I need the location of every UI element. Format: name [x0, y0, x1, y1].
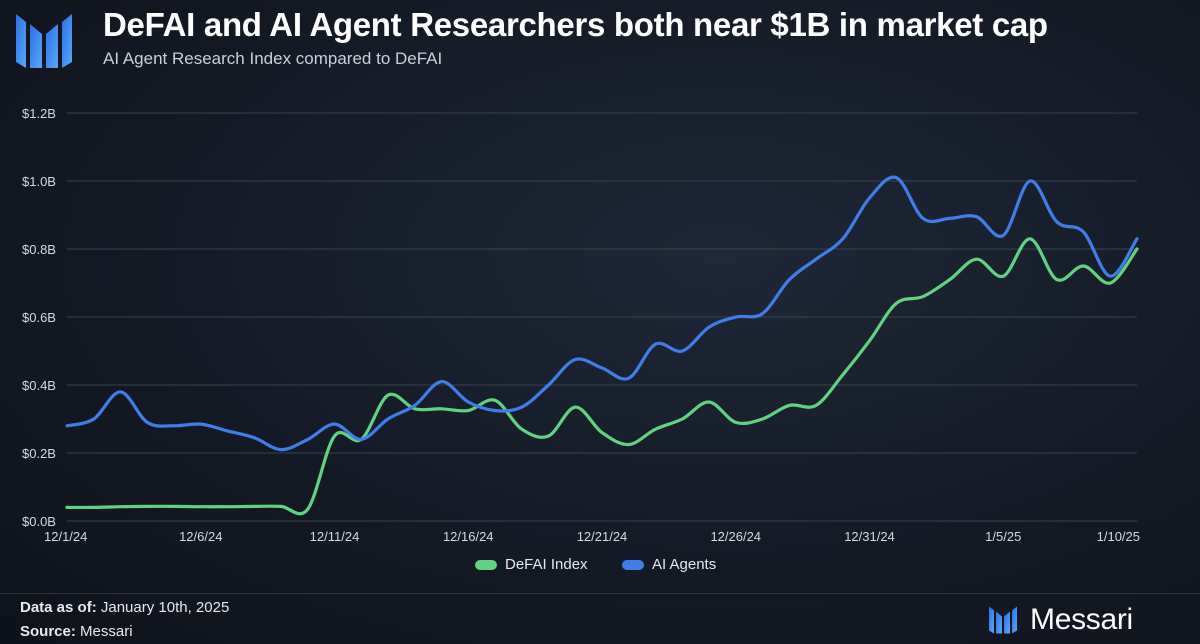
- chart-subtitle: AI Agent Research Index compared to DeFA…: [103, 49, 443, 68]
- y-tick-label: $0.0B: [22, 514, 56, 529]
- x-tick-label: 12/21/24: [577, 529, 628, 544]
- x-tick-label: 1/10/25: [1097, 529, 1140, 544]
- line-chart: $0.0B $0.2B $0.4B $0.6B $0.8B $1.0B $1.2B 12/1…: [22, 106, 1140, 544]
- x-tick-label: 12/26/24: [710, 529, 761, 544]
- y-axis-ticks: $0.0B $0.2B $0.4B $0.6B $0.8B $1.0B $1.2B: [22, 106, 56, 529]
- x-tick-label: 12/11/24: [310, 529, 360, 544]
- data-as-of: Data as of: January 10th, 2025: [20, 599, 229, 616]
- data-as-of-label: Data as of:: [20, 599, 97, 616]
- y-tick-label: $0.6B: [22, 310, 56, 325]
- x-tick-label: 1/5/25: [985, 529, 1021, 544]
- source-label: Source:: [20, 623, 76, 640]
- legend-swatch-defai-index: [475, 559, 497, 570]
- messari-logo-icon: [16, 14, 72, 68]
- messari-logo-small-icon: [989, 606, 1017, 634]
- y-tick-label: $1.0B: [22, 174, 56, 189]
- brand-name: Messari: [1030, 603, 1133, 636]
- legend-item-ai-agents: AI Agents: [622, 556, 716, 573]
- data-as-of-value: January 10th, 2025: [100, 599, 230, 616]
- y-tick-label: $0.8B: [22, 242, 56, 257]
- legend-label-ai-agents: AI Agents: [652, 556, 717, 573]
- source: Source: Messari: [20, 623, 133, 640]
- x-tick-label: 12/31/24: [844, 529, 895, 544]
- x-tick-label: 12/1/24: [44, 529, 87, 544]
- footer-divider: [0, 593, 1200, 594]
- legend-item-defai-index: DeFAI Index: [475, 556, 588, 573]
- legend-label-defai-index: DeFAI Index: [505, 556, 588, 573]
- y-tick-label: $0.2B: [22, 446, 56, 461]
- defai-index-line: [65, 237, 1139, 516]
- y-tick-label: $1.2B: [22, 106, 56, 121]
- y-tick-label: $0.4B: [22, 378, 56, 393]
- x-tick-label: 12/6/24: [179, 529, 222, 544]
- chart-title: DeFAI and AI Agent Researchers both near…: [103, 6, 1048, 43]
- x-axis-ticks: 12/1/24 12/6/24 12/11/24 12/16/24 12/21/24 12…: [44, 529, 1140, 544]
- legend-swatch-ai-agents: [622, 559, 644, 570]
- brand-logo: Messari: [988, 602, 1133, 638]
- x-tick-label: 12/16/24: [443, 529, 494, 544]
- ai-agents-line: [65, 175, 1139, 452]
- series-lines: [65, 175, 1139, 516]
- grid-lines: [67, 112, 1137, 522]
- source-value: Messari: [80, 623, 133, 640]
